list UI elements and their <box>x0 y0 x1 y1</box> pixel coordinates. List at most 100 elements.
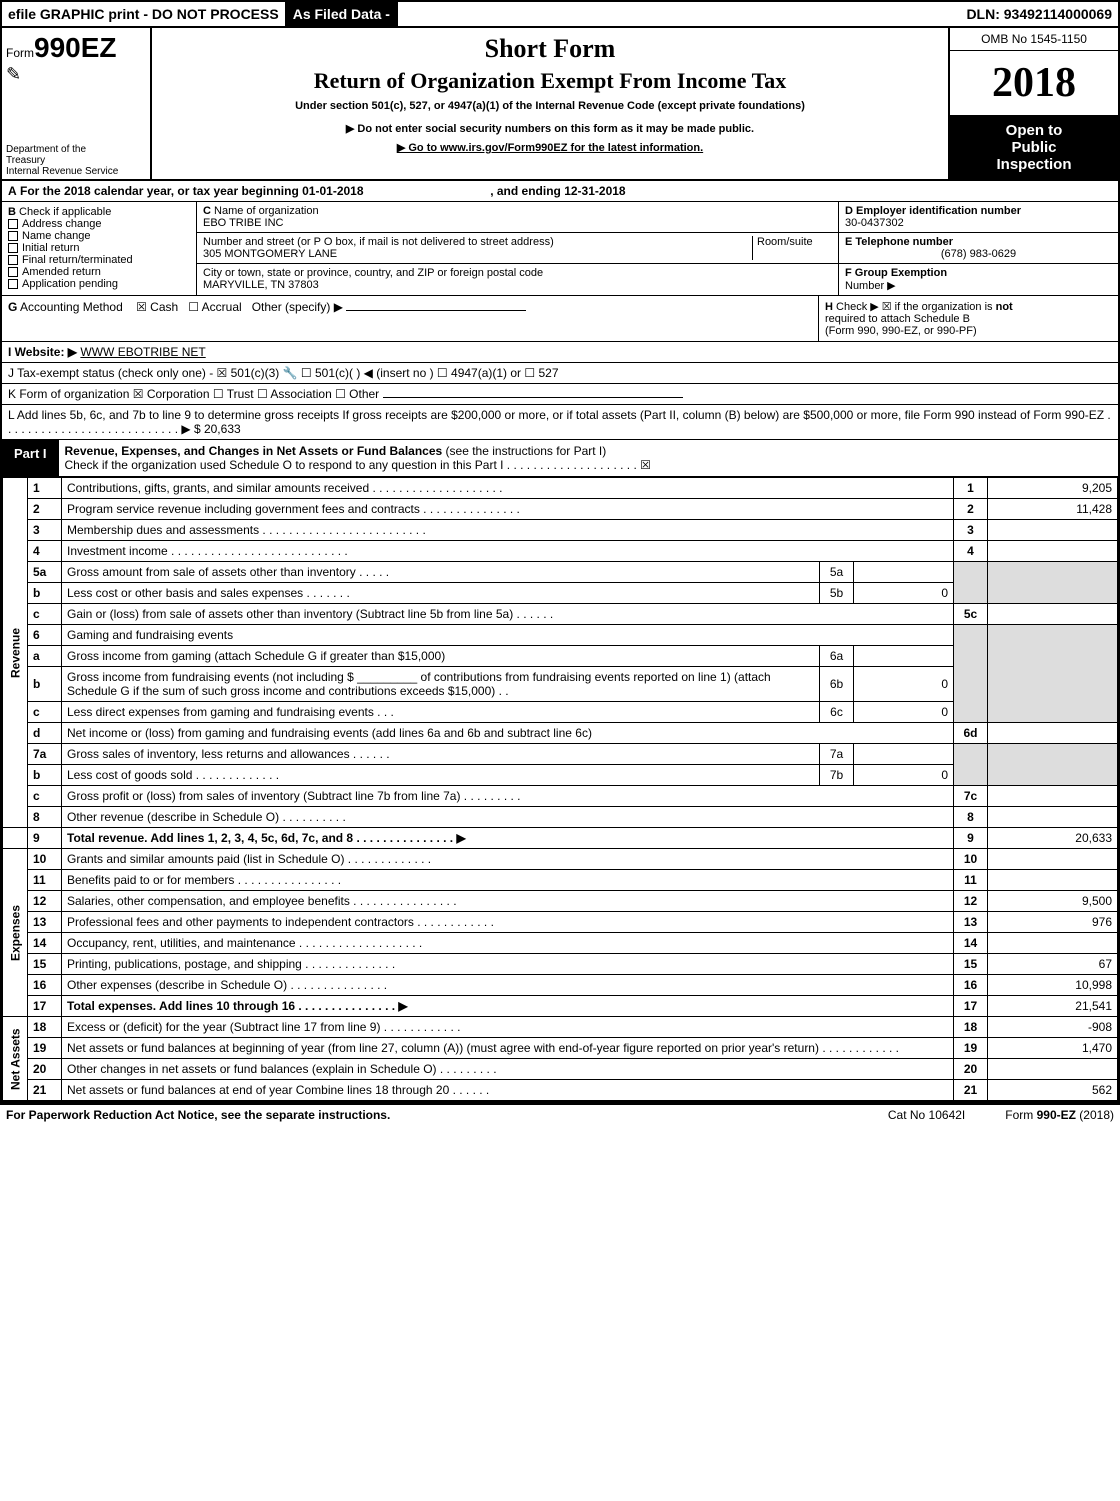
col-b: B Check if applicable Address change Nam… <box>2 202 197 295</box>
g-text: Accounting Method <box>20 300 123 314</box>
line-6b: b Gross income from fundraising events (… <box>3 667 1118 702</box>
col-de: D Employer identification number 30-0437… <box>838 202 1118 295</box>
header-row: Form990EZ ✎ Department of the Treasury I… <box>2 28 1118 181</box>
city-label: City or town, state or province, country… <box>203 267 543 279</box>
line-7c: c Gross profit or (loss) from sales of i… <box>3 786 1118 807</box>
f-label2: Number ▶ <box>845 280 896 292</box>
row-a: A For the 2018 calendar year, or tax yea… <box>2 181 1118 202</box>
line-5a: 5a Gross amount from sale of assets othe… <box>3 562 1118 583</box>
side-expenses: Expenses <box>3 849 28 1017</box>
f-label: F Group Exemption <box>845 267 947 279</box>
line-2: 2 Program service revenue including gove… <box>3 499 1118 520</box>
chk-final-return[interactable]: Final return/terminated <box>8 254 190 266</box>
row-l: L Add lines 5b, 6c, and 7b to line 9 to … <box>2 405 1118 440</box>
omb-number: OMB No 1545-1150 <box>950 28 1118 51</box>
part1-title-box: Revenue, Expenses, and Changes in Net As… <box>59 440 1118 476</box>
addr-label: Number and street (or P O box, if mail i… <box>203 236 554 248</box>
h-text2: required to attach Schedule B <box>825 313 970 325</box>
line-5c: c Gain or (loss) from sale of assets oth… <box>3 604 1118 625</box>
row-k: K Form of organization ☒ Corporation ☐ T… <box>2 384 1118 405</box>
line-14: 14 Occupancy, rent, utilities, and maint… <box>3 933 1118 954</box>
tax-year: 2018 <box>950 51 1118 116</box>
col-b-heading: Check if applicable <box>19 206 111 218</box>
part1-tab: Part I <box>2 440 59 476</box>
address-box: Number and street (or P O box, if mail i… <box>197 233 838 264</box>
g-accrual[interactable]: ☐ Accrual <box>188 300 241 314</box>
line-16: 16 Other expenses (describe in Schedule … <box>3 975 1118 996</box>
city-box: City or town, state or province, country… <box>197 264 838 294</box>
line-12: 12 Salaries, other compensation, and emp… <box>3 891 1118 912</box>
chk-application-pending[interactable]: Application pending <box>8 278 190 290</box>
chk-name-change[interactable]: Name change <box>8 230 190 242</box>
g-other[interactable]: Other (specify) ▶ <box>252 300 343 314</box>
chk-initial-return[interactable]: Initial return <box>8 242 190 254</box>
addr-value: 305 MONTGOMERY LANE <box>203 248 337 260</box>
row-j: J Tax-exempt status (check only one) - ☒… <box>2 363 1118 384</box>
line-8: 8 Other revenue (describe in Schedule O)… <box>3 807 1118 828</box>
line-9: 9 Total revenue. Add lines 1, 2, 3, 4, 5… <box>3 828 1118 849</box>
chk-address-change[interactable]: Address change <box>8 218 190 230</box>
dept-line3: Internal Revenue Service <box>6 166 146 177</box>
block-bcde: B Check if applicable Address change Nam… <box>2 202 1118 296</box>
part1-title: Revenue, Expenses, and Changes in Net As… <box>65 444 443 458</box>
form-number: 990EZ <box>34 32 117 63</box>
side-netassets: Net Assets <box>3 1017 28 1101</box>
e-label: E Telephone number <box>845 236 953 248</box>
c-name-label: Name of organization <box>214 205 319 217</box>
room-label: Room/suite <box>757 236 813 248</box>
dept-box: Department of the Treasury Internal Reve… <box>2 142 152 179</box>
line-4: 4 Investment income . . . . . . . . . . … <box>3 541 1118 562</box>
line-18: Net Assets 18 Excess or (deficit) for th… <box>3 1017 1118 1038</box>
line-11: 11 Benefits paid to or for members . . .… <box>3 870 1118 891</box>
j-text: J Tax-exempt status (check only one) - ☒… <box>8 366 559 380</box>
header-center: Short Form Return of Organization Exempt… <box>152 28 948 179</box>
row-gh: G Accounting Method ☒ Cash ☐ Accrual Oth… <box>2 296 1118 342</box>
website-link[interactable]: WWW EBOTRIBE NET <box>80 345 205 359</box>
l-amount: $ 20,633 <box>194 422 241 436</box>
g-cash[interactable]: ☒ Cash <box>136 300 178 314</box>
line-7a: 7a Gross sales of inventory, less return… <box>3 744 1118 765</box>
h-not: not <box>996 301 1013 313</box>
ein-value: 30-0437302 <box>845 217 904 229</box>
line-13: 13 Professional fees and other payments … <box>3 912 1118 933</box>
line-6c: c Less direct expenses from gaming and f… <box>3 702 1118 723</box>
chk-amended-return[interactable]: Amended return <box>8 266 190 278</box>
line-6a: a Gross income from gaming (attach Sched… <box>3 646 1118 667</box>
col-c: C Name of organization EBO TRIBE INC Num… <box>197 202 838 295</box>
footer-mid: Cat No 10642I <box>888 1108 965 1122</box>
line-10: Expenses 10 Grants and similar amounts p… <box>3 849 1118 870</box>
h-text1: Check ▶ ☒ if the organization is <box>836 301 993 313</box>
row-h: H Check ▶ ☒ if the organization is not r… <box>818 296 1118 341</box>
footer: For Paperwork Reduction Act Notice, see … <box>0 1103 1120 1125</box>
return-title: Return of Organization Exempt From Incom… <box>158 68 942 94</box>
d-label: D Employer identification number <box>845 205 1021 217</box>
ssn-warning: ▶ Do not enter social security numbers o… <box>158 122 942 135</box>
line-21: 21 Net assets or fund balances at end of… <box>3 1080 1118 1101</box>
dept-line2: Treasury <box>6 155 146 166</box>
g-label: G <box>8 300 17 314</box>
line-20: 20 Other changes in net assets or fund b… <box>3 1059 1118 1080</box>
group-exemption-box: F Group Exemption Number ▶ <box>839 264 1118 295</box>
efile-label: efile GRAPHIC print - DO NOT PROCESS <box>2 2 285 26</box>
goto-link[interactable]: ▶ Go to www.irs.gov/Form990EZ for the la… <box>158 141 942 154</box>
open-public: Open to Public Inspection <box>950 116 1118 179</box>
top-bar: efile GRAPHIC print - DO NOT PROCESS As … <box>2 2 1118 28</box>
row-a-text1: For the 2018 calendar year, or tax year … <box>20 184 364 198</box>
row-i: I Website: ▶ WWW EBOTRIBE NET <box>2 342 1118 363</box>
org-name-box: C Name of organization EBO TRIBE INC <box>197 202 838 233</box>
form-prefix: Form <box>6 46 34 60</box>
line-17: 17 Total expenses. Add lines 10 through … <box>3 996 1118 1017</box>
line-3: 3 Membership dues and assessments . . . … <box>3 520 1118 541</box>
footer-right: Form 990-EZ (2018) <box>1005 1108 1114 1122</box>
under-section: Under section 501(c), 527, or 4947(a)(1)… <box>158 100 942 112</box>
header-right: OMB No 1545-1150 2018 Open to Public Ins… <box>948 28 1118 179</box>
i-label: I Website: ▶ <box>8 345 77 359</box>
dept-line1: Department of the <box>6 144 146 155</box>
short-form-title: Short Form <box>158 34 942 64</box>
line-6d: d Net income or (loss) from gaming and f… <box>3 723 1118 744</box>
org-name: EBO TRIBE INC <box>203 217 283 229</box>
part1-check: Check if the organization used Schedule … <box>65 458 651 472</box>
side-revenue: Revenue <box>3 478 28 828</box>
dln-label: DLN: 93492114000069 <box>960 2 1118 26</box>
row-g: G Accounting Method ☒ Cash ☐ Accrual Oth… <box>2 296 818 341</box>
